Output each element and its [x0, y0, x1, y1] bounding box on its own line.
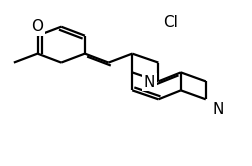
Text: O: O: [32, 19, 44, 34]
Text: N: N: [212, 102, 224, 117]
Text: N: N: [144, 75, 155, 90]
Text: Cl: Cl: [164, 15, 178, 30]
